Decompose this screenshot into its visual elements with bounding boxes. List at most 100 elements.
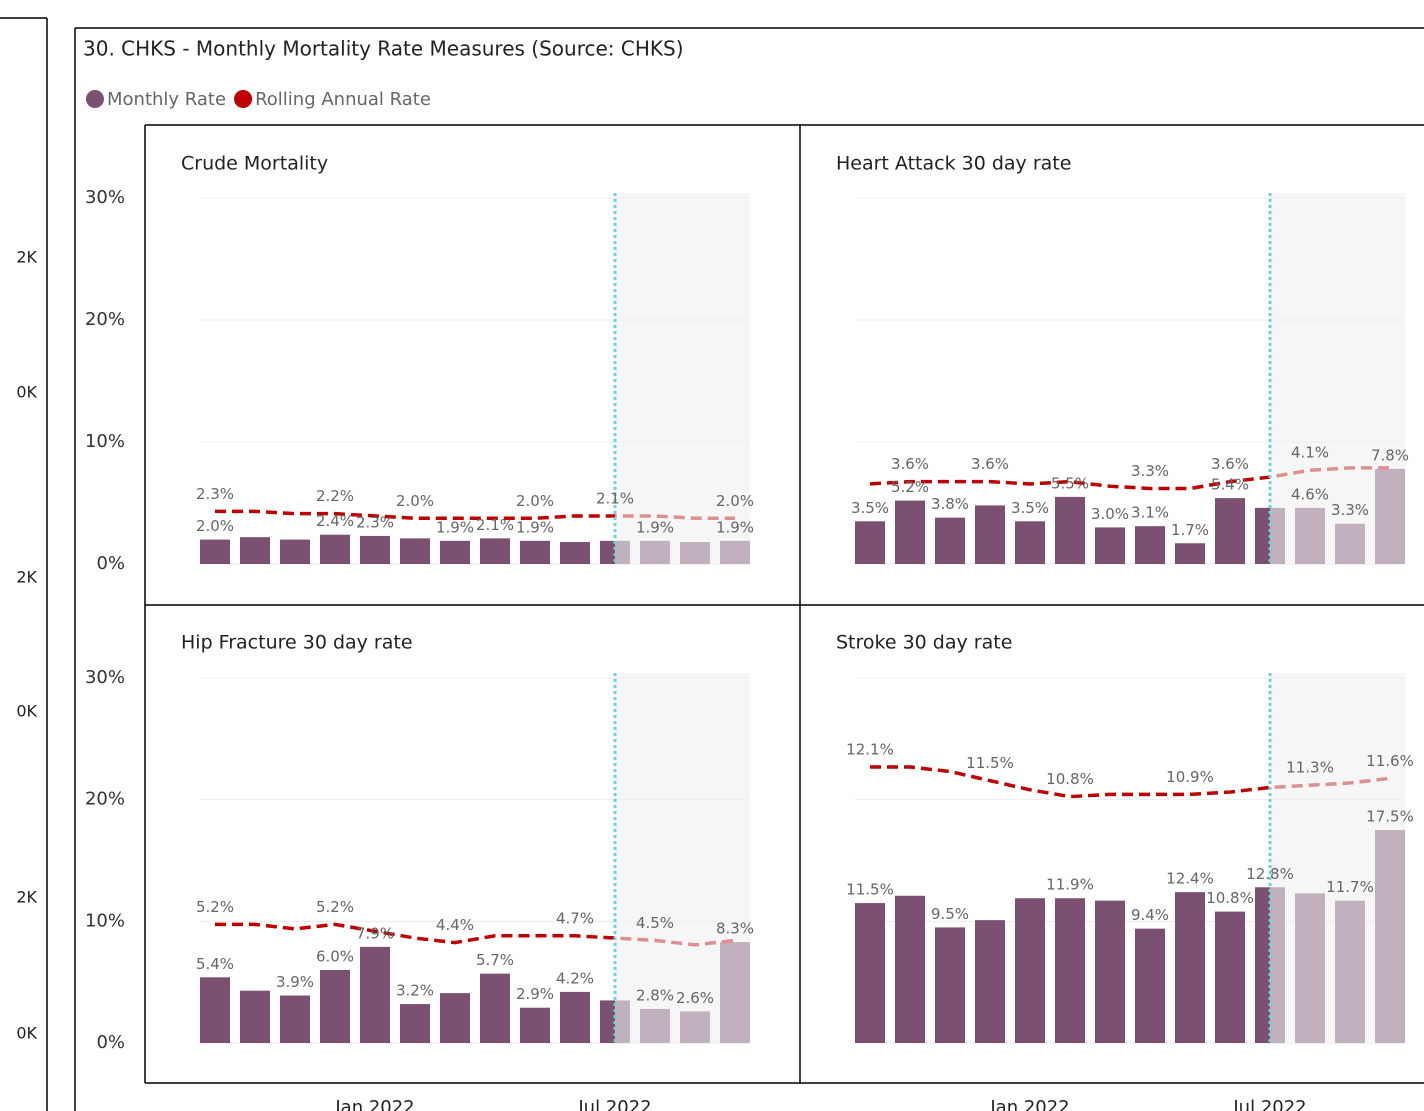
data-label: 5.4%	[1211, 476, 1249, 494]
data-label: 3.8%	[931, 495, 969, 513]
data-label: 3.3%	[1131, 462, 1169, 480]
y-tick-label: 0%	[96, 1032, 125, 1053]
bar	[280, 995, 310, 1043]
data-label: 11.9%	[1046, 876, 1094, 894]
data-label: 2.2%	[316, 487, 354, 505]
bar	[1175, 892, 1205, 1043]
bar	[360, 535, 390, 564]
data-label: 1.9%	[636, 518, 674, 536]
side-axis-label: 0K	[16, 383, 37, 402]
data-label: 5.2%	[316, 898, 354, 916]
data-label: 10.8%	[1046, 770, 1094, 788]
data-label: 9.5%	[931, 905, 969, 923]
y-tick-label: 20%	[85, 309, 125, 330]
bar	[1055, 496, 1085, 564]
page-title: 30. CHKS - Monthly Mortality Rate Measur…	[83, 37, 684, 61]
bar	[520, 540, 550, 564]
data-label: 1.9%	[716, 518, 754, 536]
bar	[240, 537, 270, 564]
data-label: 4.4%	[436, 916, 474, 934]
data-label: 1.7%	[1171, 521, 1209, 539]
data-label: 5.4%	[196, 955, 234, 973]
data-label: 3.5%	[1011, 499, 1049, 517]
bar	[1095, 900, 1125, 1043]
bar	[320, 970, 350, 1043]
bar	[895, 500, 925, 564]
legend-marker	[86, 90, 104, 108]
bar	[240, 990, 270, 1043]
data-label: 1.9%	[436, 518, 474, 536]
data-label: 3.5%	[851, 499, 889, 517]
shaded-area	[615, 193, 750, 564]
data-label: 10.8%	[1206, 889, 1254, 907]
bar	[560, 542, 590, 564]
data-label: 11.5%	[846, 881, 894, 899]
bar	[1015, 898, 1045, 1043]
data-label: 3.0%	[1091, 505, 1129, 523]
data-label: 3.2%	[396, 982, 434, 1000]
data-label: 3.6%	[891, 455, 929, 473]
data-label: 3.6%	[1211, 455, 1249, 473]
data-label: 3.9%	[276, 973, 314, 991]
legend-label: Rolling Annual Rate	[255, 89, 431, 110]
y-tick-label: 10%	[85, 910, 125, 931]
data-label: 2.0%	[716, 492, 754, 510]
bar	[1135, 928, 1165, 1043]
y-tick-label: 0%	[96, 553, 125, 574]
side-axis-label: 0K	[16, 1024, 37, 1043]
data-label: 3.6%	[971, 455, 1009, 473]
bar	[480, 973, 510, 1043]
shaded-area	[1270, 673, 1405, 1043]
bar	[280, 539, 310, 564]
bar	[855, 521, 885, 564]
data-label: 7.8%	[1371, 446, 1409, 464]
data-label: 11.3%	[1286, 759, 1334, 777]
shaded-area	[615, 673, 750, 1043]
data-label: 2.6%	[676, 989, 714, 1007]
data-label: 2.8%	[636, 986, 674, 1004]
data-label: 11.7%	[1326, 878, 1374, 896]
data-label: 2.3%	[196, 485, 234, 503]
bar	[975, 920, 1005, 1043]
data-label: 5.2%	[196, 898, 234, 916]
bar	[1055, 898, 1085, 1043]
data-label: 3.3%	[1331, 501, 1369, 519]
bar	[935, 927, 965, 1043]
bar	[440, 993, 470, 1043]
panel-title: Hip Fracture 30 day rate	[181, 632, 413, 654]
data-label: 2.0%	[196, 517, 234, 535]
rolling-line	[870, 765, 1391, 799]
shaded-area	[1270, 193, 1405, 564]
data-label: 4.7%	[556, 909, 594, 927]
data-label: 2.1%	[476, 516, 514, 534]
bar	[855, 903, 885, 1043]
panel-title: Stroke 30 day rate	[836, 632, 1012, 654]
bar	[200, 539, 230, 564]
data-label: 2.4%	[316, 512, 354, 530]
data-label: 1.9%	[516, 518, 554, 536]
legend-marker	[234, 90, 253, 108]
bar	[320, 534, 350, 564]
data-label: 2.1%	[596, 489, 634, 507]
data-label: 17.5%	[1366, 808, 1414, 826]
x-tick-label: Jul 2022	[577, 1097, 651, 1111]
data-label: 3.1%	[1131, 504, 1169, 522]
data-label: 12.1%	[846, 740, 894, 758]
x-tick-label: Jan 2022	[334, 1097, 414, 1111]
bar	[520, 1007, 550, 1043]
bar	[1095, 527, 1125, 564]
bar	[560, 991, 590, 1043]
side-axis-label: 2K	[16, 248, 37, 267]
x-tick-label: Jul 2022	[1232, 1097, 1306, 1111]
bar	[975, 505, 1005, 564]
bar	[360, 946, 390, 1043]
y-tick-label: 30%	[85, 187, 125, 208]
data-label: 4.6%	[1291, 485, 1329, 503]
y-tick-label: 30%	[85, 667, 125, 688]
data-label: 11.5%	[966, 754, 1014, 772]
data-label: 2.0%	[396, 492, 434, 510]
bar	[1175, 543, 1205, 564]
data-label: 2.9%	[516, 985, 554, 1003]
side-axis-label: 0K	[16, 702, 37, 721]
